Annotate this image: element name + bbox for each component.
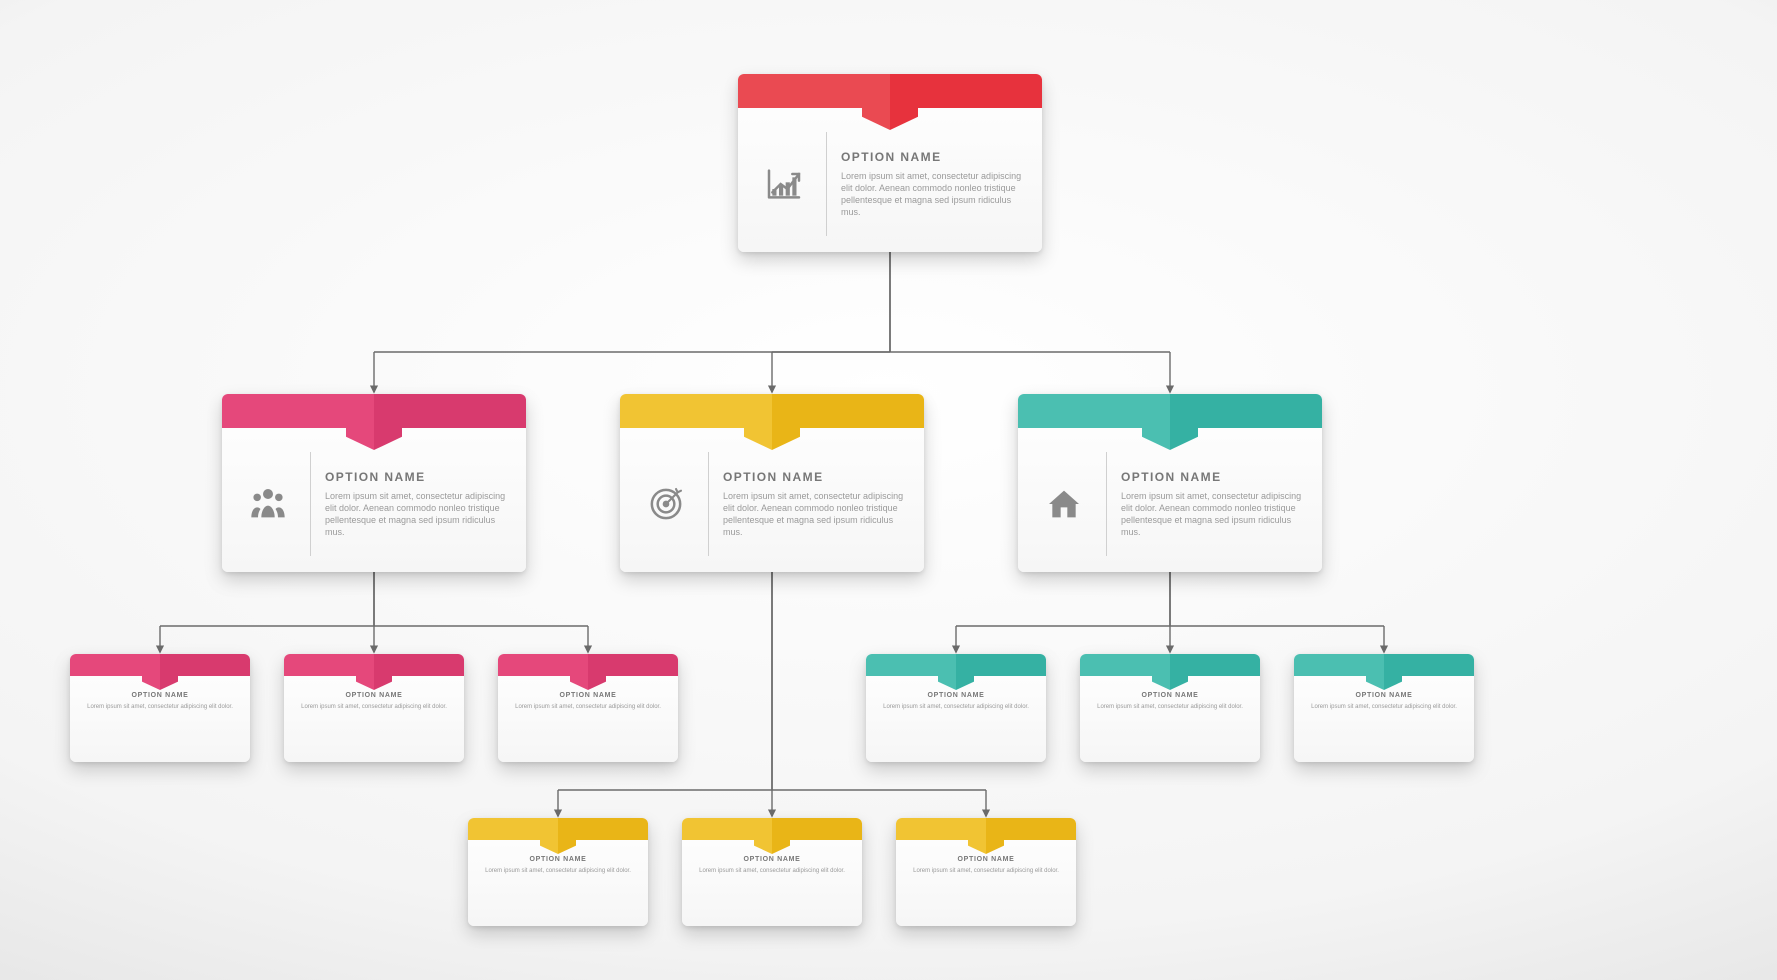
card-header [70,654,250,676]
card-title: OPTION NAME [476,856,640,863]
card-header [222,394,526,428]
org-leaf-y2: OPTION NAME Lorem ipsum sit amet, consect… [682,818,862,926]
card-desc: Lorem ipsum sit amet, consectetur adipis… [506,703,670,711]
card-header [498,654,678,676]
card-desc: Lorem ipsum sit amet, consectetur adipis… [841,170,1026,219]
org-leaf-t3: OPTION NAME Lorem ipsum sit amet, consect… [1294,654,1474,762]
card-title: OPTION NAME [874,692,1038,699]
card-desc: Lorem ipsum sit amet, consectetur adipis… [1121,490,1306,539]
card-title: OPTION NAME [506,692,670,699]
card-divider [1106,452,1107,556]
card-header [1018,394,1322,428]
card-header [468,818,648,840]
org-leaf-t1: OPTION NAME Lorem ipsum sit amet, consect… [866,654,1046,762]
card-title: OPTION NAME [325,470,510,484]
org-leaf-y3: OPTION NAME Lorem ipsum sit amet, consect… [896,818,1076,926]
org-leaf-p2: OPTION NAME Lorem ipsum sit amet, consect… [284,654,464,762]
org-leaf-p1: OPTION NAME Lorem ipsum sit amet, consect… [70,654,250,762]
card-header [1080,654,1260,676]
card-desc: Lorem ipsum sit amet, consectetur adipis… [1088,703,1252,711]
card-title: OPTION NAME [1302,692,1466,699]
card-header [866,654,1046,676]
card-title: OPTION NAME [78,692,242,699]
card-title: OPTION NAME [904,856,1068,863]
card-desc: Lorem ipsum sit amet, consectetur adipis… [723,490,908,539]
card-desc: Lorem ipsum sit amet, consectetur adipis… [690,867,854,875]
card-title: OPTION NAME [841,150,1026,164]
card-header [1294,654,1474,676]
growth-chart-icon [756,164,812,204]
org-node-l2a: OPTION NAME Lorem ipsum sit amet, consect… [222,394,526,572]
card-header [682,818,862,840]
card-header [284,654,464,676]
card-desc: Lorem ipsum sit amet, consectetur adipis… [325,490,510,539]
org-node-l2b: OPTION NAME Lorem ipsum sit amet, consect… [620,394,924,572]
card-desc: Lorem ipsum sit amet, consectetur adipis… [1302,703,1466,711]
card-divider [826,132,827,236]
card-desc: Lorem ipsum sit amet, consectetur adipis… [292,703,456,711]
card-divider [708,452,709,556]
card-title: OPTION NAME [1088,692,1252,699]
org-chart: { "chart": { "type": "org-tree", "canvas… [0,0,1777,980]
card-desc: Lorem ipsum sit amet, consectetur adipis… [874,703,1038,711]
card-title: OPTION NAME [1121,470,1306,484]
people-icon [240,484,296,524]
card-title: OPTION NAME [723,470,908,484]
org-leaf-y1: OPTION NAME Lorem ipsum sit amet, consect… [468,818,648,926]
target-icon [638,484,694,524]
card-divider [310,452,311,556]
org-leaf-p3: OPTION NAME Lorem ipsum sit amet, consect… [498,654,678,762]
card-desc: Lorem ipsum sit amet, consectetur adipis… [904,867,1068,875]
card-header [896,818,1076,840]
org-node-root: OPTION NAME Lorem ipsum sit amet, consect… [738,74,1042,252]
org-node-l2c: OPTION NAME Lorem ipsum sit amet, consect… [1018,394,1322,572]
card-header [738,74,1042,108]
home-icon [1036,484,1092,524]
card-desc: Lorem ipsum sit amet, consectetur adipis… [78,703,242,711]
card-title: OPTION NAME [690,856,854,863]
card-header [620,394,924,428]
card-title: OPTION NAME [292,692,456,699]
org-leaf-t2: OPTION NAME Lorem ipsum sit amet, consect… [1080,654,1260,762]
card-desc: Lorem ipsum sit amet, consectetur adipis… [476,867,640,875]
